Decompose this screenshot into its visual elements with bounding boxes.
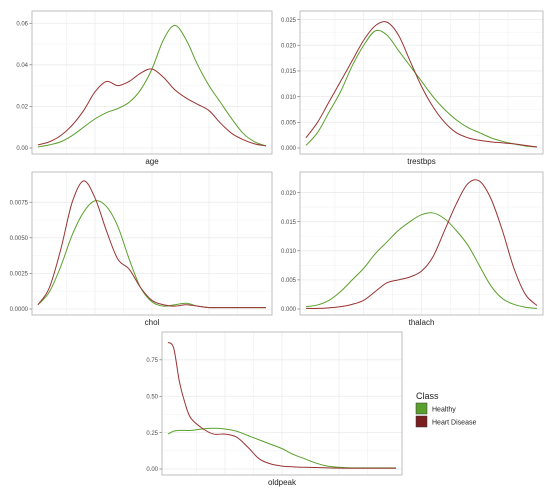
x-axis-label: chol [145,318,160,327]
y-tick-label: 0.04 [16,63,28,69]
legend: Class Healthy Heart Disease [415,391,476,428]
y-tick-label: 0.020 [281,43,297,49]
y-tick-label: 0.005 [281,278,297,284]
y-tick-label: 0.50 [146,394,158,400]
panel-age: 0.00 0.02 0.04 0.06 age [16,10,273,166]
y-tick-label: 0.0000 [10,307,29,313]
x-axis-label: trestbps [407,157,435,166]
series-line-heart-disease [305,179,538,309]
legend-key-healthy [415,402,428,415]
series-line-heart-disease [167,341,396,469]
y-tick-label: 0.00 [146,467,158,473]
y-tick-label: 0.25 [146,431,158,437]
series-line-heart-disease [37,180,266,309]
y-tick-label: 0.0050 [10,236,29,242]
y-tick-label: 0.015 [281,220,297,226]
panel-border [299,10,544,155]
y-tick-label: 0.0075 [10,200,29,206]
y-tick-label: 0.00 [16,146,28,152]
panel-thalach: 0.000 0.005 0.010 0.015 0.020 thalach [281,171,544,327]
y-tick-label: 0.06 [16,21,28,27]
panel-border [299,171,544,316]
legend-key-heart-disease [415,415,428,428]
y-tick-label: 0.000 [281,146,297,152]
panel-border [31,171,273,316]
y-tick-label: 0.000 [281,307,297,313]
y-tick-label: 0.005 [281,121,297,127]
legend-label-heart-disease: Heart Disease [432,420,476,427]
y-tick-label: 0.02 [16,105,28,111]
y-tick-label: 0.75 [146,358,158,364]
series-line-healthy [305,29,538,148]
y-tick-label: 0.025 [281,18,297,24]
panel-trestbps: 0.000 0.005 0.010 0.015 0.020 0.025 trestbps [281,10,544,166]
panel-oldpeak: 0.00 0.25 0.50 0.75 oldpeak [146,331,403,487]
y-tick-label: 0.0025 [10,272,29,278]
panel-border [161,331,403,476]
y-tick-label: 0.015 [281,69,297,75]
panel-border [31,10,273,155]
y-tick-label: 0.010 [281,95,297,101]
series-line-healthy [305,212,538,309]
x-axis-label: age [145,157,159,166]
panel-chol: 0.0000 0.0025 0.0050 0.0075 chol [10,171,273,327]
y-tick-label: 0.010 [281,249,297,255]
series-line-heart-disease [37,68,267,147]
y-tick-label: 0.020 [281,191,297,197]
series-line-heart-disease [305,21,538,148]
legend-label-healthy: Healthy [432,407,456,414]
panels-layer: 0.000.020.040.06age0.0000.0050.0100.0150… [10,10,544,487]
x-axis-label: oldpeak [268,478,297,487]
legend-title: Class [416,391,439,401]
x-axis-label: thalach [409,318,435,327]
